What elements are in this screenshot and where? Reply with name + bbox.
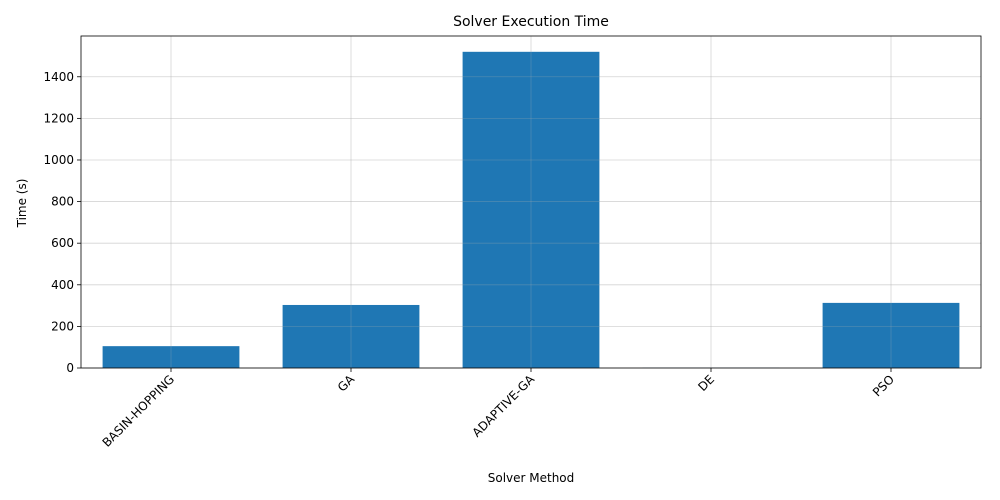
- x-tick-label: DE: [695, 372, 717, 394]
- y-tick-label: 200: [51, 319, 74, 333]
- bar-pso: [822, 302, 960, 368]
- bar-basin-hopping: [102, 346, 240, 368]
- x-axis-label: Solver Method: [488, 471, 575, 485]
- y-tick-label: 800: [51, 195, 74, 209]
- y-tick-label: 1200: [43, 111, 74, 125]
- bar-adaptive-ga: [462, 51, 600, 369]
- y-tick-label: 1000: [43, 153, 74, 167]
- y-axis-label: Time (s): [15, 179, 29, 229]
- x-tick-label: BASIN-HOPPING: [100, 372, 178, 450]
- y-tick-label: 400: [51, 278, 74, 292]
- x-tick-label: ADAPTIVE-GA: [470, 372, 538, 440]
- bar-ga: [282, 304, 420, 368]
- x-tick-label: GA: [335, 372, 358, 395]
- x-tick-label: PSO: [870, 372, 897, 399]
- y-tick-label: 1400: [43, 70, 74, 84]
- bars: [81, 36, 981, 369]
- y-tick-label: 600: [51, 236, 74, 250]
- y-tick-label: 0: [66, 361, 74, 375]
- chart-title: Solver Execution Time: [453, 14, 609, 30]
